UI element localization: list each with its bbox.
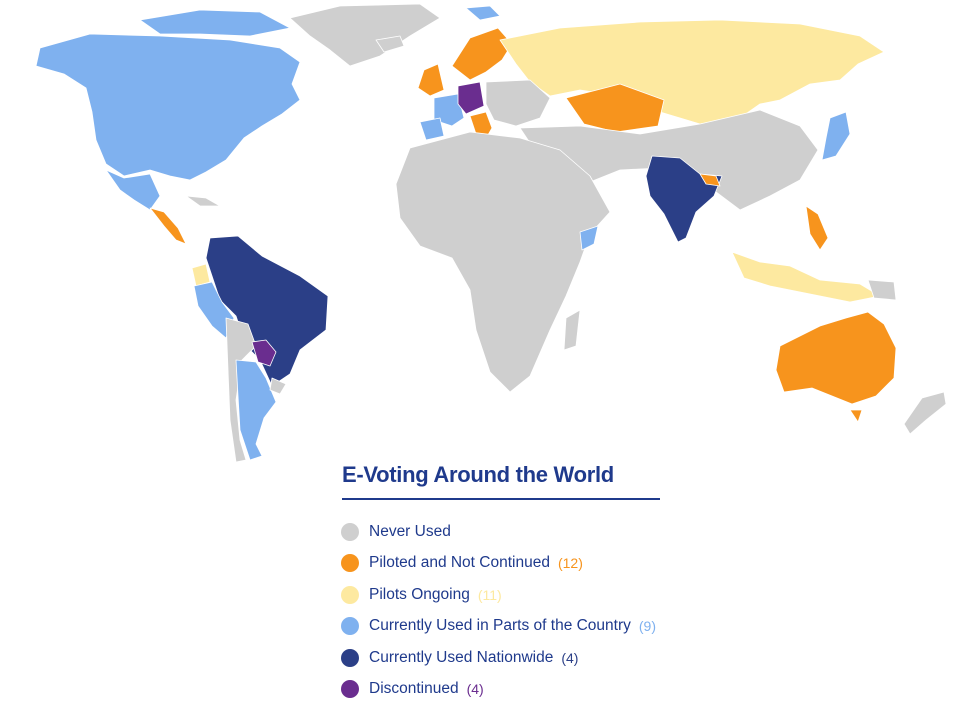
legend-title: E-Voting Around the World <box>342 458 670 492</box>
region-iberia <box>420 118 444 140</box>
region-scandinavia <box>452 28 512 80</box>
legend-item: Pilots Ongoing (11) <box>340 579 670 611</box>
region-mexico <box>106 170 160 210</box>
legend-swatch <box>341 680 359 698</box>
region-arctic-islands <box>140 10 290 36</box>
legend-label: Pilots Ongoing <box>369 586 470 604</box>
region-russia <box>500 20 884 124</box>
region-uruguay <box>270 378 286 394</box>
legend-item: Never Used <box>340 516 670 548</box>
region-philippines <box>806 206 828 250</box>
legend-count: (12) <box>558 555 583 571</box>
legend-count: (4) <box>467 681 484 697</box>
region-new-zealand <box>904 392 946 434</box>
legend-item: Currently Used in Parts of the Country (9… <box>340 611 670 643</box>
region-north-america <box>36 34 300 180</box>
region-uk <box>418 64 444 96</box>
region-finland-north <box>466 6 500 20</box>
legend-label: Never Used <box>369 523 451 541</box>
legend-swatch <box>341 617 359 635</box>
region-greenland <box>290 4 440 66</box>
legend-count: (4) <box>561 650 578 666</box>
region-caribbean <box>186 196 220 206</box>
region-australia <box>776 312 896 404</box>
map-legend: E-Voting Around the World Never Used Pilo… <box>340 458 670 705</box>
region-tasmania <box>850 410 862 422</box>
region-central-america <box>150 208 186 244</box>
legend-divider <box>342 498 660 500</box>
legend-count: (9) <box>639 618 656 634</box>
legend-count: (11) <box>478 587 502 603</box>
legend-label: Currently Used Nationwide <box>369 649 553 667</box>
world-map <box>0 0 953 470</box>
legend-item: Currently Used Nationwide (4) <box>340 642 670 674</box>
legend-swatch <box>341 554 359 572</box>
region-indonesia <box>732 252 880 302</box>
region-japan <box>822 112 850 160</box>
legend-swatch <box>341 586 359 604</box>
legend-label: Currently Used in Parts of the Country <box>369 617 631 635</box>
legend-item: Piloted and Not Continued (12) <box>340 548 670 580</box>
legend-label: Piloted and Not Continued <box>369 554 550 572</box>
region-germany <box>458 82 484 114</box>
legend-swatch <box>341 649 359 667</box>
legend-label: Discontinued <box>369 680 459 698</box>
legend-swatch <box>341 523 359 541</box>
region-africa <box>396 132 610 392</box>
region-madagascar <box>564 310 580 350</box>
legend-item: Discontinued (4) <box>340 674 670 705</box>
